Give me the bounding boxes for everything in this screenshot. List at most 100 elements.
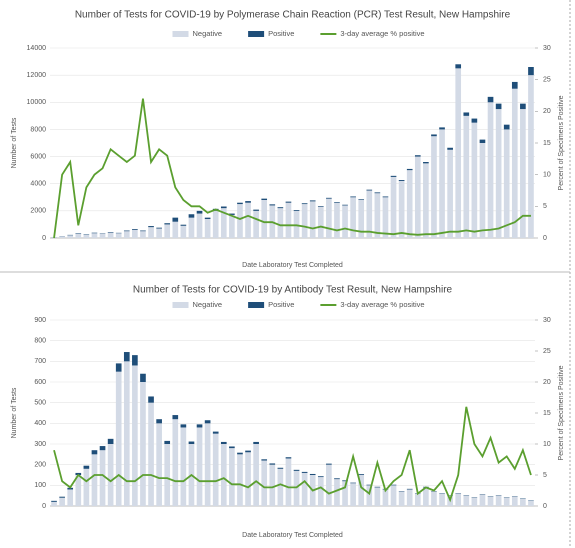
bar — [91, 454, 98, 506]
bar — [123, 352, 130, 362]
bar — [503, 497, 510, 506]
bar — [180, 224, 187, 226]
legend-label: Positive — [268, 29, 294, 38]
bar — [237, 202, 243, 205]
legend-swatch — [248, 31, 265, 37]
y-tick-label: 0 — [42, 503, 46, 510]
bar — [245, 450, 251, 453]
bar — [115, 371, 122, 506]
bar — [326, 464, 332, 506]
bar — [204, 420, 211, 424]
bar — [350, 482, 356, 484]
bar — [528, 67, 534, 76]
bar — [196, 213, 203, 238]
bar — [196, 424, 203, 428]
bar — [99, 450, 106, 506]
bar — [285, 201, 292, 203]
bar — [196, 427, 203, 506]
bar — [334, 478, 340, 480]
bar — [132, 355, 138, 366]
bar — [479, 494, 486, 506]
bar — [382, 489, 389, 506]
bar — [196, 210, 203, 214]
bar — [188, 217, 195, 238]
bar — [164, 440, 171, 444]
bar — [293, 210, 300, 211]
bar — [350, 196, 356, 198]
bar — [423, 162, 429, 164]
y-tick-label: 4000 — [30, 181, 46, 188]
bar — [75, 233, 82, 238]
bar — [406, 170, 413, 238]
bar — [156, 423, 162, 506]
bar — [382, 197, 389, 238]
y2-axis-label: Percent of Specimens Positive — [558, 95, 565, 190]
bar — [91, 233, 98, 238]
bar — [188, 441, 195, 444]
bar — [107, 444, 114, 506]
bar — [358, 199, 365, 200]
bar — [115, 233, 122, 238]
x-axis-label: Date Laboratory Test Completed — [242, 262, 343, 269]
bar — [479, 139, 486, 143]
y2-tick-label: 15 — [543, 410, 551, 417]
bar — [317, 206, 324, 207]
y2-tick-label: 30 — [543, 45, 551, 52]
bar — [293, 210, 300, 238]
bar — [334, 479, 340, 506]
bar — [463, 115, 470, 238]
y-tick-label: 8000 — [30, 126, 46, 133]
bar — [99, 446, 106, 451]
bar — [342, 481, 348, 506]
bar — [237, 454, 243, 506]
bar — [431, 134, 437, 137]
bar — [398, 181, 405, 238]
bar — [447, 147, 453, 150]
bar — [358, 474, 365, 475]
bar — [229, 214, 235, 238]
bar — [390, 176, 397, 238]
y2-tick-label: 0 — [543, 503, 547, 510]
bar — [180, 424, 187, 428]
y2-tick-label: 25 — [543, 348, 551, 355]
y-tick-label: 100 — [34, 482, 46, 489]
bar — [164, 444, 171, 506]
bar — [237, 452, 243, 455]
bar — [277, 208, 284, 238]
bar — [172, 221, 179, 238]
bar — [374, 193, 381, 238]
bar — [390, 175, 397, 177]
bar — [148, 402, 154, 506]
bar — [204, 219, 211, 238]
bar — [455, 493, 462, 506]
bar — [148, 227, 154, 238]
y-tick-label: 12000 — [27, 72, 47, 79]
bar — [317, 477, 324, 506]
bar — [156, 419, 162, 424]
bar — [261, 200, 268, 238]
bar — [107, 232, 114, 233]
bar — [172, 217, 179, 222]
y2-tick-label: 15 — [543, 140, 551, 147]
bar — [366, 485, 373, 506]
bar — [301, 472, 308, 506]
bar — [406, 488, 413, 490]
y2-tick-label: 0 — [543, 235, 547, 242]
bar — [164, 224, 171, 238]
bar — [455, 68, 462, 238]
bar — [495, 103, 502, 110]
bar — [301, 204, 308, 238]
bar — [99, 233, 106, 238]
y-tick-label: 500 — [34, 400, 46, 407]
bar — [285, 202, 292, 238]
bar — [317, 206, 324, 238]
y-tick-label: 600 — [34, 379, 46, 386]
bar — [140, 230, 146, 232]
y2-tick-label: 10 — [543, 441, 551, 448]
bar — [140, 231, 146, 238]
y2-tick-label: 25 — [543, 77, 551, 84]
bar — [520, 109, 526, 238]
bar — [342, 205, 348, 238]
bar — [156, 227, 162, 229]
bar — [212, 431, 219, 434]
